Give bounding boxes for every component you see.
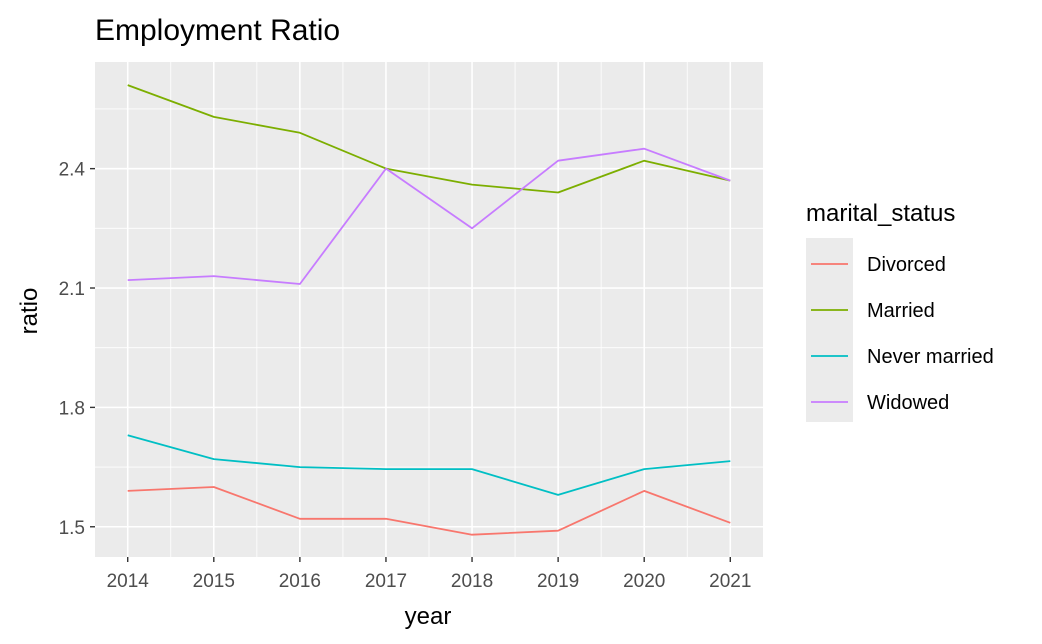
legend-key-background xyxy=(806,238,853,422)
legend: marital_status Divorced Married Never marr… xyxy=(806,200,994,422)
x-tick-label: 2018 xyxy=(451,571,493,592)
x-axis-title: year xyxy=(405,603,452,630)
series-line-married xyxy=(127,84,731,194)
x-tick-label: 2017 xyxy=(365,571,407,592)
x-tick-label: 2021 xyxy=(709,571,751,592)
y-axis-title: ratio xyxy=(16,288,43,335)
legend-label-married: Married xyxy=(867,300,935,322)
legend-label-divorced: Divorced xyxy=(867,254,946,276)
grid-minor xyxy=(95,62,763,557)
x-axis: 2014 2015 2016 2017 2018 2019 2020 2021 xyxy=(107,557,751,592)
series-line-divorced xyxy=(127,486,731,536)
x-tick-label: 2019 xyxy=(537,571,579,592)
x-tick-label: 2020 xyxy=(623,571,665,592)
chart-title: Employment Ratio xyxy=(95,14,340,47)
x-tick-label: 2016 xyxy=(279,571,321,592)
y-tick-label: 1.5 xyxy=(59,518,85,539)
y-tick-label: 2.4 xyxy=(59,160,86,181)
series-lines xyxy=(127,84,731,536)
y-tick-label: 1.8 xyxy=(59,398,85,419)
y-axis: 1.5 1.8 2.1 2.4 xyxy=(59,160,95,539)
grid-major xyxy=(95,62,763,557)
y-tick-label: 2.1 xyxy=(59,279,85,300)
legend-label-widowed: Widowed xyxy=(867,392,949,414)
legend-title: marital_status xyxy=(806,200,955,227)
series-line-widowed xyxy=(127,147,731,285)
series-line-never-married xyxy=(127,434,731,496)
x-tick-label: 2015 xyxy=(193,571,235,592)
x-tick-label: 2014 xyxy=(107,571,150,592)
legend-label-never-married: Never married xyxy=(867,346,994,368)
